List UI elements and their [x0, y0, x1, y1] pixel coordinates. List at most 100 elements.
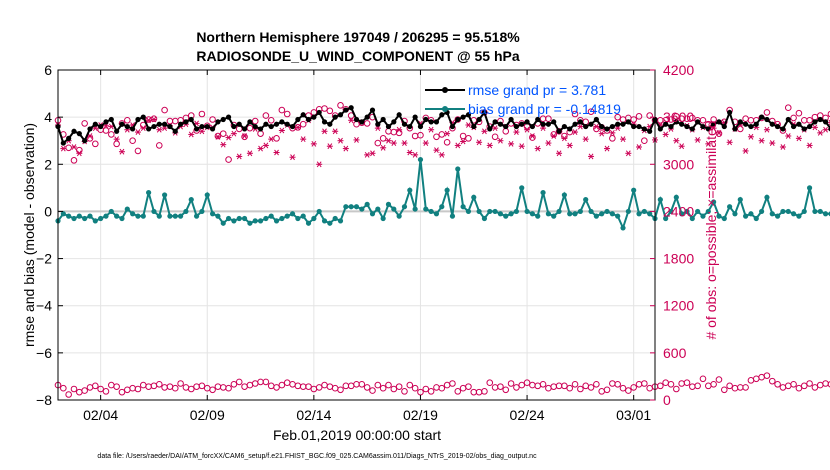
possible-point	[422, 385, 430, 393]
rmse-point	[455, 116, 461, 123]
x-tick-label: 02/19	[403, 407, 438, 423]
y-tick-label: −8	[36, 392, 52, 408]
assimilated-point	[705, 140, 712, 147]
assimilated-point	[588, 153, 595, 160]
assimilated-point	[497, 137, 504, 144]
rmse-point	[684, 123, 690, 130]
rmse-point	[487, 126, 493, 132]
possible-point	[81, 387, 88, 394]
possible-point	[305, 383, 312, 390]
possible-point	[827, 381, 830, 388]
bias-point	[98, 215, 104, 222]
rmse-point	[588, 121, 594, 127]
y-axis-label: rmse and bias (model - observation)	[21, 123, 37, 347]
rmse-point	[252, 123, 258, 130]
assimilated-point	[76, 150, 83, 157]
bias-point	[679, 211, 685, 217]
possible-point	[555, 127, 563, 135]
assimilated-point	[550, 133, 557, 139]
rmse-point	[364, 114, 370, 120]
possible-point	[603, 386, 611, 394]
bias-point	[711, 199, 717, 205]
rmse-point	[108, 116, 114, 123]
assimilated-point	[444, 130, 451, 137]
bias-point	[625, 208, 631, 215]
bias-point	[391, 206, 397, 212]
possible-point	[299, 120, 307, 128]
bias-point	[167, 213, 173, 219]
bias-point	[295, 215, 301, 222]
y2-tick-label: 4200	[663, 62, 694, 78]
possible-point	[385, 381, 392, 389]
bias-point	[401, 204, 408, 210]
rmse-point	[82, 138, 88, 144]
assimilated-point	[454, 142, 461, 149]
bias-point	[396, 213, 402, 219]
possible-point	[406, 381, 414, 389]
axis-ticks: 02/04 02/09 02/14 02/19 02/24 03/01 −8 −6 −4 −2 0 2…	[36, 62, 694, 423]
bias-point	[817, 208, 823, 215]
bias-point	[135, 213, 141, 219]
possible-point	[481, 388, 488, 395]
bias-point	[247, 220, 253, 226]
rmse-point	[124, 123, 130, 130]
possible-point	[587, 108, 595, 115]
bias-point	[241, 215, 248, 222]
possible-point	[550, 131, 558, 138]
bias-point	[647, 211, 653, 217]
bias-point	[471, 194, 477, 200]
bias-point	[215, 213, 221, 219]
y2-axis-label: # of obs: o=possible; ×=assimilated	[703, 120, 719, 339]
bias-point	[439, 204, 445, 210]
bias-point	[183, 208, 189, 215]
assimilated-point	[534, 145, 541, 152]
possible-point	[251, 117, 259, 125]
bias-point	[364, 201, 370, 207]
possible-point	[390, 385, 398, 393]
bias-point	[428, 208, 434, 215]
rmse-point	[481, 109, 488, 116]
bias-point	[359, 206, 365, 212]
bias-point	[721, 215, 727, 222]
rmse-point	[162, 121, 168, 127]
assimilated-point	[316, 161, 323, 168]
assimilated-point	[822, 126, 829, 133]
possible-point	[209, 386, 216, 394]
possible-point	[625, 387, 632, 394]
rmse-point	[476, 116, 482, 123]
possible-point	[81, 120, 88, 127]
rmse-point	[449, 123, 456, 130]
rmse-point	[673, 119, 679, 125]
rmse-point	[76, 131, 82, 137]
rmse-point	[167, 123, 173, 130]
possible-point	[507, 380, 515, 387]
possible-point	[379, 135, 387, 142]
bias-point	[753, 215, 759, 222]
rmse-point	[625, 119, 631, 125]
x-tick-label: 02/24	[510, 407, 545, 423]
possible-point	[539, 380, 547, 388]
rmse-point	[188, 116, 194, 123]
assimilated-point	[460, 138, 467, 145]
rmse-point	[300, 112, 306, 118]
chart-title: Northern Hemisphere 197049 / 206295 = 95…	[196, 29, 520, 45]
possible-point	[465, 135, 472, 142]
assimilated-point	[214, 133, 221, 140]
rmse-point	[583, 123, 589, 130]
possible-point	[699, 116, 707, 124]
bias-point	[369, 211, 376, 217]
assimilated-point	[795, 135, 802, 142]
bias-point	[444, 187, 450, 193]
bias-point	[449, 213, 456, 219]
possible-point	[635, 113, 643, 120]
bias-point	[588, 208, 594, 215]
rmse-point	[540, 121, 546, 127]
possible-point	[262, 112, 270, 119]
bias-point	[71, 215, 77, 222]
possible-point	[529, 134, 536, 141]
assimilated-point	[326, 143, 333, 150]
possible-point	[65, 391, 72, 398]
possible-point	[768, 377, 776, 385]
rmse-point	[401, 121, 408, 127]
bias-point	[487, 208, 493, 215]
